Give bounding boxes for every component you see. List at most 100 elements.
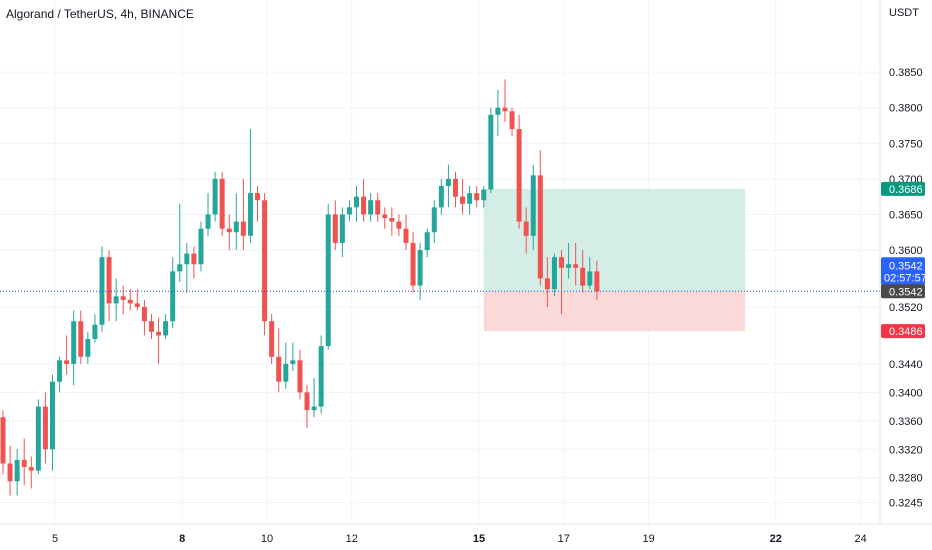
price-tick-label: 0.3400 bbox=[889, 387, 923, 399]
candle-body bbox=[14, 459, 20, 482]
candle bbox=[148, 314, 154, 339]
candle bbox=[255, 185, 261, 222]
candle bbox=[403, 214, 409, 251]
candle bbox=[375, 193, 381, 222]
candle-body bbox=[516, 129, 522, 222]
candle bbox=[361, 178, 367, 222]
candle bbox=[474, 185, 480, 208]
candle-body bbox=[290, 360, 296, 364]
candle bbox=[396, 214, 402, 236]
candle-body bbox=[474, 193, 480, 201]
candle-body bbox=[64, 360, 70, 364]
candle bbox=[410, 232, 416, 293]
candle-body bbox=[99, 257, 105, 325]
grid-lines bbox=[0, 0, 880, 524]
candle-body bbox=[262, 200, 268, 322]
candle-body bbox=[417, 250, 423, 286]
candle-body bbox=[325, 214, 331, 347]
candle-body bbox=[283, 363, 289, 382]
candle-body bbox=[92, 324, 98, 339]
candle bbox=[120, 285, 126, 315]
candle-body bbox=[191, 253, 197, 265]
candle bbox=[460, 178, 466, 215]
date-tick-label: 19 bbox=[642, 533, 654, 545]
price-tick-label: 0.3800 bbox=[889, 103, 923, 115]
candle-body bbox=[233, 221, 239, 233]
candle-body bbox=[346, 207, 352, 215]
candle bbox=[283, 342, 289, 389]
candle-body bbox=[467, 193, 473, 204]
candle bbox=[219, 171, 225, 236]
candle bbox=[240, 178, 246, 251]
candle bbox=[170, 257, 176, 329]
candle-body bbox=[49, 381, 55, 450]
candle bbox=[566, 242, 572, 279]
candle-body bbox=[247, 193, 253, 236]
long-position-tool[interactable] bbox=[483, 188, 745, 332]
candle bbox=[368, 193, 374, 222]
candle bbox=[35, 399, 41, 475]
candle-body bbox=[375, 200, 381, 215]
candle-body bbox=[35, 406, 41, 471]
candle bbox=[332, 200, 338, 251]
candle-body bbox=[460, 196, 466, 204]
candles bbox=[0, 79, 600, 496]
stop-loss-zone[interactable] bbox=[483, 291, 745, 332]
candle-body bbox=[28, 467, 34, 471]
candle bbox=[467, 185, 473, 215]
candle bbox=[205, 193, 211, 236]
candle bbox=[587, 257, 593, 290]
candle bbox=[452, 171, 458, 208]
date-tick-label: 8 bbox=[179, 533, 185, 545]
candle bbox=[382, 207, 388, 229]
candle bbox=[233, 193, 239, 251]
candle-countdown: 02:57:57 bbox=[884, 272, 927, 284]
candle bbox=[346, 200, 352, 222]
candle bbox=[191, 246, 197, 279]
candle bbox=[212, 171, 218, 222]
candle bbox=[71, 310, 77, 386]
candle-body bbox=[120, 296, 126, 300]
candle-body bbox=[495, 107, 501, 115]
candle bbox=[523, 207, 529, 254]
candle-body bbox=[566, 264, 572, 268]
candle bbox=[495, 89, 501, 137]
date-tick-label: 15 bbox=[473, 533, 485, 545]
price-tick-label: 0.3600 bbox=[889, 245, 923, 257]
candle bbox=[431, 200, 437, 243]
price-tick-label: 0.3245 bbox=[889, 498, 923, 510]
candle bbox=[177, 203, 183, 283]
candle-body bbox=[57, 360, 63, 382]
candle-body bbox=[219, 178, 225, 229]
candle bbox=[354, 185, 359, 222]
stop-price-badge-bg bbox=[881, 324, 925, 339]
candle-body bbox=[198, 228, 204, 265]
candle-body bbox=[255, 193, 261, 201]
currency-label: USDT bbox=[889, 7, 919, 19]
candle bbox=[559, 250, 565, 315]
profit-zone[interactable] bbox=[483, 188, 745, 292]
candle-body bbox=[580, 267, 586, 286]
candle bbox=[304, 385, 310, 428]
candle-body bbox=[509, 111, 515, 130]
candle-body bbox=[559, 257, 565, 268]
candle-body bbox=[226, 228, 232, 233]
candle-body bbox=[396, 221, 402, 229]
candle-body bbox=[382, 214, 388, 219]
candle-body bbox=[354, 196, 359, 208]
candle-body bbox=[587, 271, 593, 286]
price-tick-label: 0.3440 bbox=[889, 359, 923, 371]
candle bbox=[325, 203, 331, 350]
candle-body bbox=[21, 459, 27, 468]
candle-body bbox=[156, 331, 162, 336]
date-tick-label: 17 bbox=[558, 533, 570, 545]
time-axis[interactable]: 5 8 10 12 15 17 19 22 24 bbox=[52, 533, 867, 545]
entry-price-badge-bg bbox=[881, 284, 925, 299]
candle-body bbox=[240, 221, 246, 236]
candle bbox=[318, 335, 324, 414]
candle-body bbox=[339, 214, 345, 243]
candle-body bbox=[431, 207, 437, 233]
candle-body bbox=[297, 360, 303, 393]
